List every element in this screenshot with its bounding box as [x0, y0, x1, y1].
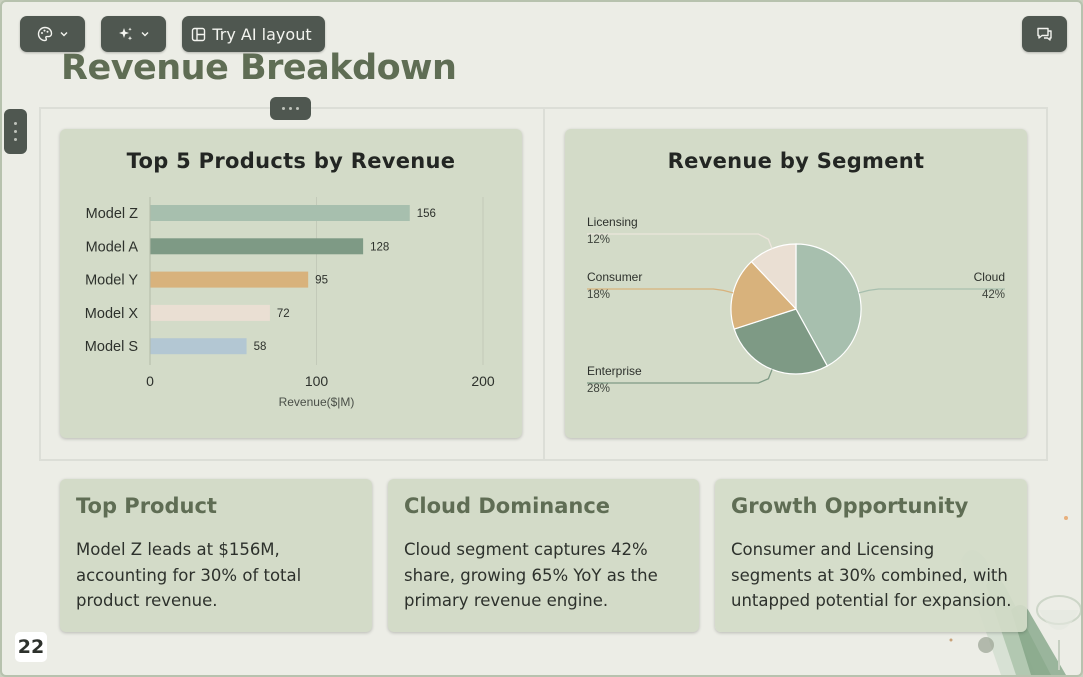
x-tick-label: 200: [471, 373, 495, 389]
leader-line: [587, 233, 773, 249]
insight-card-cloud-dominance[interactable]: Cloud Dominance Cloud segment captures 4…: [388, 479, 699, 632]
pie-chart-card[interactable]: Revenue by Segment Cloud 42% Enterprise 28%…: [565, 129, 1027, 438]
bar[interactable]: [150, 205, 410, 221]
insight-card-growth-opportunity[interactable]: Growth Opportunity Consumer and Licensin…: [715, 479, 1027, 632]
bar-value-label: 58: [254, 341, 267, 353]
palette-icon: [37, 26, 52, 42]
x-axis-label: Revenue($|M): [279, 395, 355, 409]
theme-menu-button[interactable]: [20, 16, 85, 52]
page-title[interactable]: Revenue Breakdown: [61, 48, 457, 88]
comments-button[interactable]: [1022, 16, 1067, 52]
pie-chart: Cloud 42% Enterprise 28% Consumer 18% Licensin…: [587, 215, 1005, 395]
insight-body: Cloud segment captures 42% share, growin…: [404, 540, 658, 610]
page-number: 22: [15, 632, 47, 662]
chevron-down-icon: [60, 32, 67, 37]
bar[interactable]: [150, 238, 364, 255]
x-tick-label: 100: [305, 373, 329, 389]
drag-handle-vertical[interactable]: [4, 109, 27, 154]
insight-body: Consumer and Licensing segments at 30% c…: [731, 540, 1012, 610]
leader-line: [587, 369, 773, 384]
slice-percent-label: 12%: [587, 234, 610, 246]
bar[interactable]: [150, 338, 247, 355]
chevron-down-icon: [141, 32, 149, 37]
try-ai-layout-label: Try AI layout: [212, 24, 312, 44]
bar-value-label: 72: [277, 308, 290, 320]
slice-percent-label: 18%: [587, 289, 610, 301]
slice-label: Licensing: [587, 215, 638, 229]
slice-percent-label: 28%: [587, 383, 610, 395]
y-tick-label: Model Y: [85, 273, 138, 289]
bar-chart-card[interactable]: Top 5 Products by Revenue 0 100 200 Revenue…: [60, 129, 522, 438]
insight-title: Cloud Dominance: [404, 494, 611, 518]
bar[interactable]: [150, 304, 270, 321]
bar-value-label: 95: [315, 275, 328, 287]
bar-chart: 0 100 200 Revenue($|M) Model Z 156 Model A 128 M…: [85, 197, 495, 409]
y-tick-label: Model S: [85, 339, 138, 355]
insight-title: Growth Opportunity: [731, 494, 969, 518]
x-tick-label: 0: [146, 373, 154, 389]
try-ai-layout-button[interactable]: Try AI layout: [182, 16, 325, 52]
slice-label: Enterprise: [587, 364, 642, 378]
pie-chart-title: Revenue by Segment: [667, 149, 925, 173]
layout-icon: [192, 27, 206, 41]
y-tick-label: Model X: [85, 306, 139, 322]
pie-slice[interactable]: [730, 260, 798, 330]
slice-label: Consumer: [587, 270, 642, 284]
comment-icon: [1037, 27, 1052, 41]
leader-line: [858, 288, 1005, 294]
insight-title: Top Product: [76, 494, 217, 518]
chart-divider: [543, 108, 545, 460]
insight-card-top-product[interactable]: Top Product Model Z leads at $156M, acco…: [60, 479, 372, 632]
bar-value-label: 156: [417, 208, 436, 220]
sparkle-icon: [119, 27, 133, 40]
bar[interactable]: [150, 271, 309, 288]
y-tick-label: Model A: [86, 239, 139, 255]
bar-chart-title: Top 5 Products by Revenue: [126, 149, 456, 173]
insight-body: Model Z leads at $156M, accounting for 3…: [76, 540, 302, 610]
slice-percent-label: 42%: [982, 289, 1005, 301]
slice-label: Cloud: [974, 270, 1005, 284]
ai-menu-button[interactable]: [101, 16, 166, 52]
leader-line: [587, 288, 734, 294]
bar-value-label: 128: [370, 241, 389, 253]
y-tick-label: Model Z: [86, 206, 139, 222]
drag-handle-horizontal[interactable]: [270, 97, 311, 120]
